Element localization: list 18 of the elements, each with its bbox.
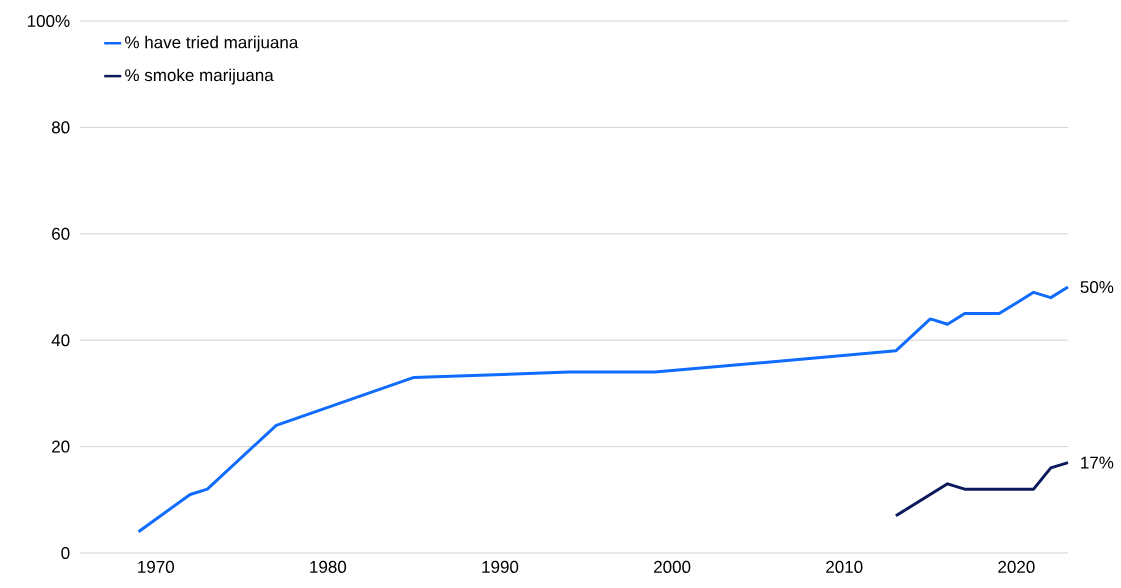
y-tick-label: 60 [52, 227, 70, 240]
x-tick-label: 2020 [998, 560, 1035, 573]
y-tick-label: 80 [51, 121, 70, 134]
line-series [894, 461, 1070, 518]
y-tick-label: 100% [27, 14, 70, 28]
y-tick-label: 40 [51, 334, 70, 347]
annotation: 17% [1081, 456, 1114, 469]
x-tick-label: 2010 [826, 560, 863, 573]
legend-label: % have tried marijuana [125, 35, 299, 52]
x-tick-label: 1990 [482, 560, 519, 573]
y-tick-label: 0 [61, 546, 70, 560]
x-tick-label: 2000 [654, 560, 691, 573]
y-tick-label: 20 [52, 440, 70, 453]
line-series [137, 285, 1070, 534]
x-tick-label: 1970 [138, 560, 174, 573]
annotation: 50% [1080, 280, 1114, 294]
x-tick-label: 1980 [310, 560, 347, 573]
legend-label: % smoke marijuana [125, 68, 274, 85]
